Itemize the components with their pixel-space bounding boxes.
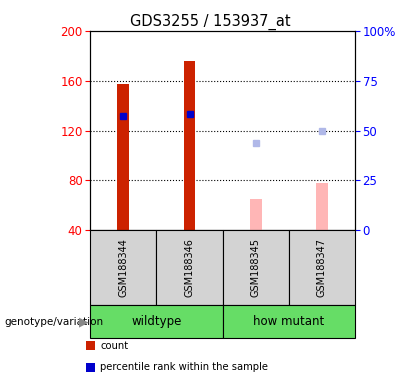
Bar	[250, 199, 262, 230]
Text: GDS3255 / 153937_at: GDS3255 / 153937_at	[130, 13, 290, 30]
Text: percentile rank within the sample: percentile rank within the sample	[100, 362, 268, 372]
Text: count: count	[100, 341, 129, 351]
Text: ▶: ▶	[79, 315, 89, 328]
Bar	[316, 183, 328, 230]
Text: GSM188344: GSM188344	[118, 238, 129, 297]
Bar	[118, 84, 129, 230]
Text: GSM188346: GSM188346	[184, 238, 194, 297]
Text: wildtype: wildtype	[131, 315, 181, 328]
Text: GSM188347: GSM188347	[317, 238, 327, 297]
Bar	[184, 61, 195, 230]
Text: how mutant: how mutant	[253, 315, 324, 328]
Text: genotype/variation: genotype/variation	[4, 316, 103, 327]
Text: GSM188345: GSM188345	[251, 238, 261, 297]
